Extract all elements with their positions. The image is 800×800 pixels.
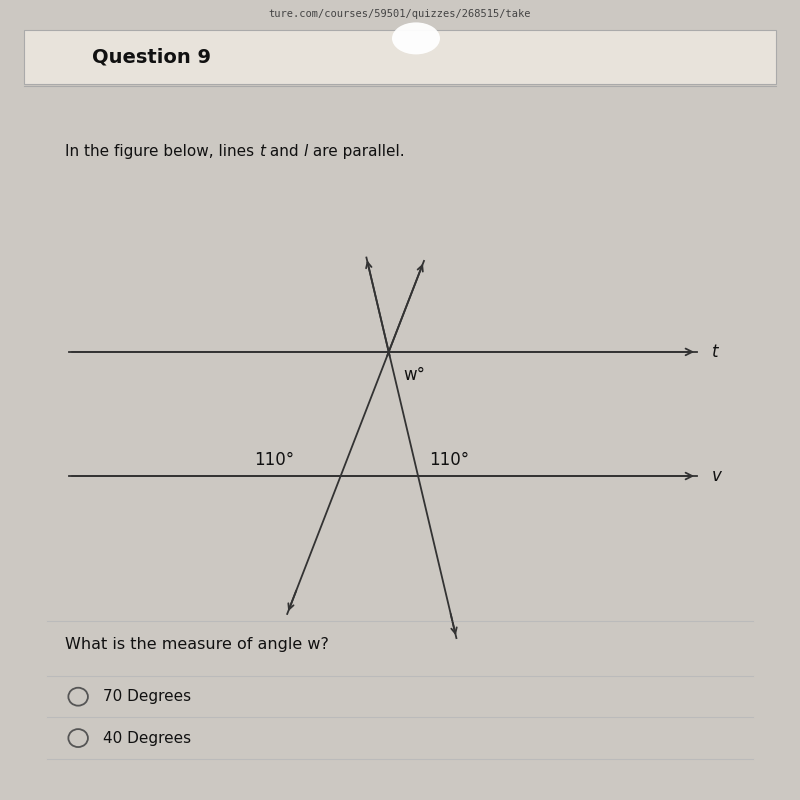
Text: t: t [712, 343, 718, 361]
Text: 110°: 110° [430, 451, 470, 469]
Text: w°: w° [404, 366, 426, 384]
Text: and: and [266, 145, 304, 159]
Text: l: l [304, 145, 308, 159]
Text: 70 Degrees: 70 Degrees [103, 689, 191, 704]
Text: 110°: 110° [254, 451, 294, 469]
Text: Question 9: Question 9 [92, 47, 211, 66]
Text: 40 Degrees: 40 Degrees [103, 730, 191, 746]
Text: ture.com/courses/59501/quizzes/268515/take: ture.com/courses/59501/quizzes/268515/ta… [269, 9, 531, 18]
Text: are parallel.: are parallel. [308, 145, 405, 159]
Text: In the figure below, lines: In the figure below, lines [66, 145, 259, 159]
Text: t: t [259, 145, 266, 159]
Text: What is the measure of angle w?: What is the measure of angle w? [66, 638, 330, 653]
Text: v: v [712, 467, 722, 485]
